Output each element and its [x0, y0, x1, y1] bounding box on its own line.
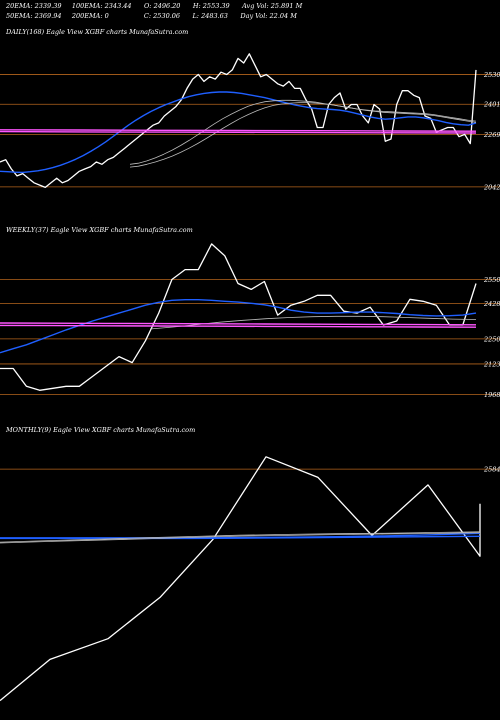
monthly-panel-title: MONTHLY(9) Eagle View XGBF charts Munafa…: [6, 426, 196, 434]
daily-price-series-0: [0, 53, 477, 189]
daily-ema-gray-series-2: [129, 99, 477, 165]
header-row-2: 50EMA: 2369.94 200EMA: 0 C: 2530.06 L: 2…: [6, 12, 297, 20]
header-high: H: 2553.39: [192, 2, 230, 10]
monthly-tick-label-0: 2584: [483, 466, 500, 474]
header-avg-vol: Avg Vol: 25.891 M: [242, 2, 303, 10]
weekly-price-series-0: [0, 243, 477, 391]
weekly-tick-label-1: 2428: [483, 300, 500, 308]
header-open: O: 2496.20: [143, 2, 181, 10]
header-20ema: 20EMA: 2339.39: [6, 2, 62, 10]
monthly-ema-gray-series-4: [0, 532, 481, 544]
weekly-ma-pink-series-4: [0, 324, 477, 328]
header-row-1: 20EMA: 2339.39 100EMA: 2343.44 O: 2496.2…: [6, 2, 302, 10]
weekly-tick-label-0: 2550: [483, 276, 500, 284]
daily-tick-label-0: 2530: [483, 71, 500, 79]
weekly-ma-pink-series-3: [0, 322, 477, 326]
daily-tick-label-3: 2042: [483, 183, 500, 191]
header-close: C: 2530.06: [143, 12, 181, 20]
monthly-ema-gray-series-3: [0, 531, 481, 543]
weekly-panel-title: WEEKLY(37) Eagle View XGBF charts Munafa…: [6, 226, 193, 234]
header-low: L: 2483.63: [192, 12, 228, 20]
weekly-tick-label-2: 2250: [483, 335, 500, 343]
daily-ma-pink-series-5: [0, 130, 477, 134]
daily-ema-blue-series-1: [0, 91, 477, 174]
header-day-vol: Day Vol: 22.04 M: [240, 12, 297, 20]
header-100ema: 100EMA: 2343.44: [71, 2, 132, 10]
daily-tick-label-2: 2269: [483, 131, 500, 139]
header-200ema: 200EMA: 0: [71, 12, 109, 20]
monthly-price-series-0: [0, 456, 481, 702]
monthly-ema-blue-series-2: [0, 532, 481, 539]
header-50ema: 50EMA: 2369.94: [6, 12, 62, 20]
daily-tick-label-1: 2401: [483, 101, 500, 109]
weekly-tick-label-3: 2123: [483, 360, 500, 368]
daily-ma-pink-series-4: [0, 129, 477, 132]
weekly-tick-label-4: 1968: [484, 391, 500, 399]
daily-panel-title: DAILY(168) Eagle View XGBF charts Munafa…: [6, 28, 189, 36]
daily-ema-gray-series-3: [129, 102, 477, 168]
